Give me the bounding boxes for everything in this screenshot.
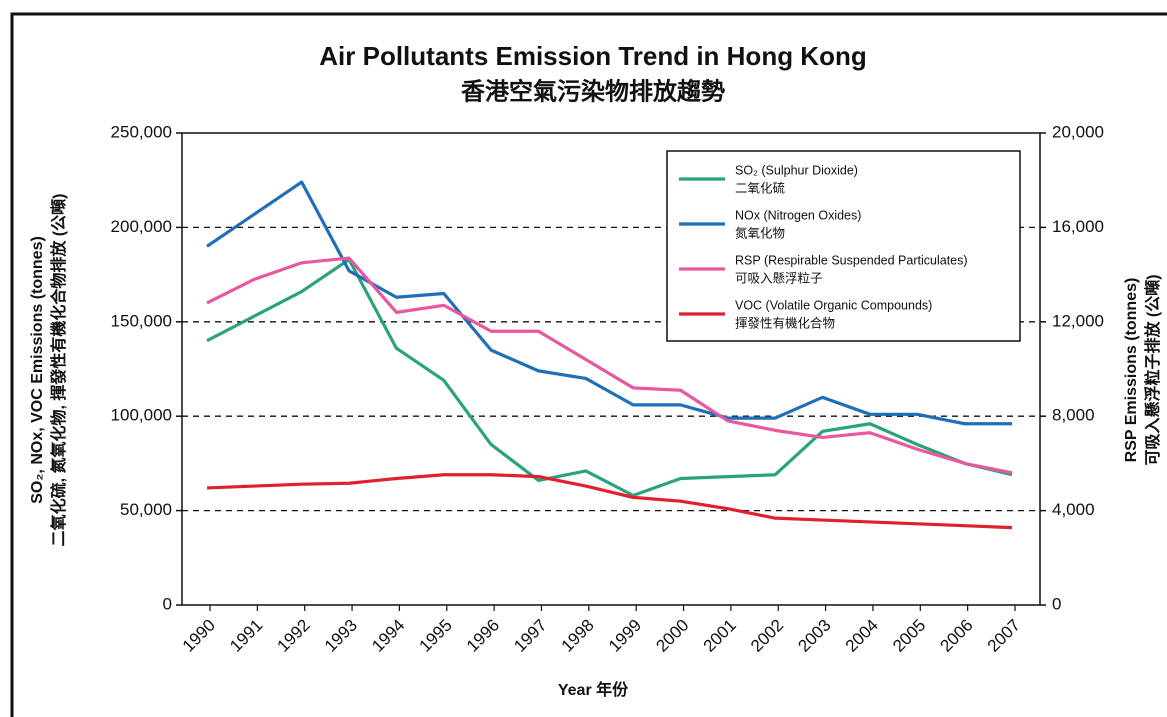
y2-tick-label: 4,000 bbox=[1052, 500, 1095, 519]
plot-frame bbox=[181, 132, 1041, 606]
x-tick-label: 2003 bbox=[794, 616, 834, 656]
series-line bbox=[206, 257, 1013, 498]
legend-label: 二氧化硫 bbox=[735, 180, 786, 195]
y-tick-label: 250,000 bbox=[111, 122, 172, 141]
x-tick-label: 1994 bbox=[368, 616, 408, 656]
y-tick-label: 200,000 bbox=[111, 217, 172, 236]
x-tick-label: 1991 bbox=[226, 616, 266, 656]
x-axis-label: Year 年份 bbox=[558, 680, 629, 699]
x-tick-label: 1999 bbox=[605, 616, 645, 656]
y-tick-label: 150,000 bbox=[111, 311, 172, 330]
x-tick-label: 1993 bbox=[321, 616, 361, 656]
legend-label: RSP (Respirable Suspended Particulates) bbox=[735, 253, 968, 267]
y2-tick-label: 20,000 bbox=[1052, 122, 1104, 141]
x-tick-label: 2006 bbox=[936, 616, 976, 656]
legend-label: 氮氧化物 bbox=[735, 225, 785, 240]
series-line bbox=[206, 473, 1013, 530]
y-tick-label: 50,000 bbox=[120, 500, 172, 519]
series-line bbox=[206, 180, 1012, 426]
legend-label: VOC (Volatile Organic Compounds) bbox=[735, 298, 932, 312]
y-axis-label: 二氧化硫, 氮氧化物, 揮發性有機化合物排放 (公噸) bbox=[49, 194, 68, 547]
x-tick-label: 2005 bbox=[889, 616, 929, 656]
x-tick-label: 2000 bbox=[652, 616, 692, 656]
y-axis-label: SO₂, NOx, VOC Emissions (tonnes) bbox=[29, 236, 46, 504]
x-tick-label: 2007 bbox=[984, 616, 1024, 656]
x-tick-label: 2001 bbox=[700, 616, 740, 656]
x-tick-label: 2004 bbox=[842, 616, 882, 656]
y-tick-label: 100,000 bbox=[111, 406, 172, 425]
chart-subtitle: 香港空氣污染物排放趨勢 bbox=[461, 77, 725, 105]
y2-tick-label: 0 bbox=[1052, 594, 1061, 613]
x-tick-label: 1990 bbox=[179, 616, 219, 656]
y2-tick-label: 16,000 bbox=[1052, 217, 1104, 236]
y-tick-label: 0 bbox=[163, 594, 172, 613]
legend-label: NOx (Nitrogen Oxides) bbox=[735, 208, 861, 222]
x-tick-label: 1992 bbox=[274, 616, 314, 656]
y2-axis-label: 可吸入懸浮粒子排放 (公噸) bbox=[1143, 274, 1162, 465]
y2-tick-label: 12,000 bbox=[1052, 311, 1104, 330]
chart-title: Air Pollutants Emission Trend in Hong Ko… bbox=[319, 41, 866, 71]
x-tick-label: 1995 bbox=[416, 616, 456, 656]
frame bbox=[10, 12, 1167, 717]
series-line bbox=[206, 256, 1013, 475]
x-tick-label: 2002 bbox=[747, 616, 787, 656]
legend-label: SO₂ (Sulphur Dioxide) bbox=[735, 163, 858, 177]
legend-label: 揮發性有機化合物 bbox=[735, 315, 835, 330]
x-tick-label: 1996 bbox=[463, 616, 503, 656]
y2-axis-label: RSP Emissions (tonnes) bbox=[1123, 278, 1140, 463]
x-tick-label: 1998 bbox=[558, 616, 598, 656]
y2-tick-label: 8,000 bbox=[1052, 406, 1095, 425]
legend-box bbox=[666, 150, 1021, 342]
legend-label: 可吸入懸浮粒子 bbox=[735, 270, 823, 285]
x-tick-label: 1997 bbox=[510, 616, 550, 656]
